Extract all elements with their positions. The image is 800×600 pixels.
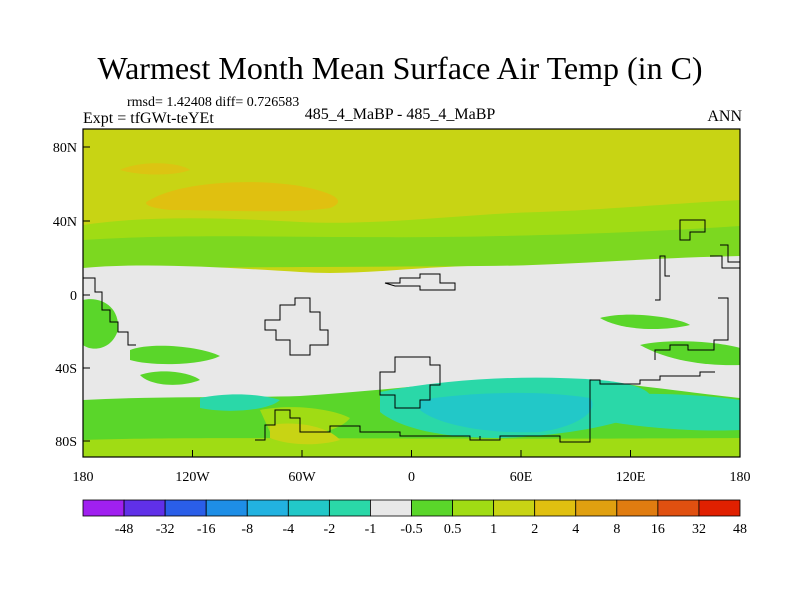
outline-east-island [679,219,706,241]
colorbar-label: -8 [241,522,253,537]
field-polar-blob [270,423,340,445]
colorbar-label: 2 [531,522,538,537]
colorbar-label: -4 [282,522,294,537]
colorbar-label: -16 [197,522,216,537]
lon-tick-label: 60E [510,470,533,485]
colorbar-label: 4 [572,522,579,537]
colorbar-swatch [575,499,618,517]
colorbar-swatch [205,499,248,517]
colorbar-label: -0.5 [400,522,422,537]
colorbar-label: 0.5 [444,522,462,537]
lat-tick-label: 0 [70,289,77,304]
colorbar-label: 16 [651,522,665,537]
outline-west-coast [83,277,136,346]
season-label: ANN [707,108,742,125]
field-patch-2 [130,345,220,365]
colorbar-swatch [246,499,289,517]
colorbar-label: 48 [733,522,747,537]
colorbar-swatch [616,499,659,517]
outline-east-2 [720,244,740,263]
field-south-teal-1 [200,394,280,411]
colorbar-swatch [370,499,412,517]
colorbar-label: 32 [692,522,706,537]
colorbar-label: 8 [613,522,620,537]
colorbar: -48 -32 -16 -8 -4 -2 -1 -0.5 0.5 1 2 4 8 16 32 48 [82,499,747,537]
lon-tick-label: 120E [616,470,646,485]
outline-east-4 [654,297,729,360]
field-patch-3 [140,371,200,385]
lon-tick-label: 180 [73,470,94,485]
outline-east-3 [710,255,740,269]
lon-tick-label: 180 [730,470,751,485]
colorbar-swatch [82,499,125,517]
colorbar-swatch [287,499,330,517]
colorbar-swatch [452,499,495,517]
comparison-label: 485_4_MaBP - 485_4_MaBP [304,106,496,123]
chart-title: Warmest Month Mean Surface Air Temp (in … [97,50,703,86]
lon-tick-label: 60W [288,470,316,485]
colorbar-swatch [164,499,207,517]
outline-landmass-1 [264,297,329,356]
field-warm-blob [146,182,339,212]
lat-tick-label: 40S [55,362,77,377]
field-patch-5 [640,341,740,366]
lat-tick-label: 80N [53,141,77,156]
colorbar-swatch [411,499,453,517]
temperature-field [83,129,740,457]
outline-landmass-2 [384,273,456,291]
field-south-teal-3 [600,393,740,431]
colorbar-label: -48 [115,522,134,537]
colorbar-swatch [123,499,166,517]
lat-tick-label: 80S [55,435,77,450]
colorbar-label: -2 [324,522,336,537]
colorbar-swatch [328,499,371,517]
stats-line: rmsd= 1.42408 diff= 0.726583 [127,95,300,110]
colorbar-label: 1 [490,522,497,537]
experiment-label: Expt = tfGWt-teYEt [83,110,214,127]
continent-outlines [83,219,740,443]
lon-tick-label: 0 [408,470,415,485]
field-patch-4 [600,314,690,330]
field-warm-blob-2 [120,163,190,175]
colorbar-label: -1 [365,522,377,537]
colorbar-label: -32 [156,522,175,537]
colorbar-swatch [534,499,577,517]
lat-tick-label: 40N [53,215,77,230]
colorbar-swatch [698,499,741,517]
outline-east-1 [655,255,670,301]
outline-southern-coast [255,371,715,443]
colorbar-swatch [657,499,700,517]
longitude-axis: 180 120W 60W 0 60E 120E 180 [73,450,751,485]
field-patch-1 [83,299,119,349]
lon-tick-label: 120W [175,470,210,485]
field-band-north-2 [83,226,740,268]
outline-landmass-3 [379,356,441,409]
latitude-axis: 80N 40N 0 40S 80S [53,141,90,450]
field-south-cyan [420,392,593,433]
field-polar-band [83,438,740,457]
colorbar-swatch [493,499,536,517]
